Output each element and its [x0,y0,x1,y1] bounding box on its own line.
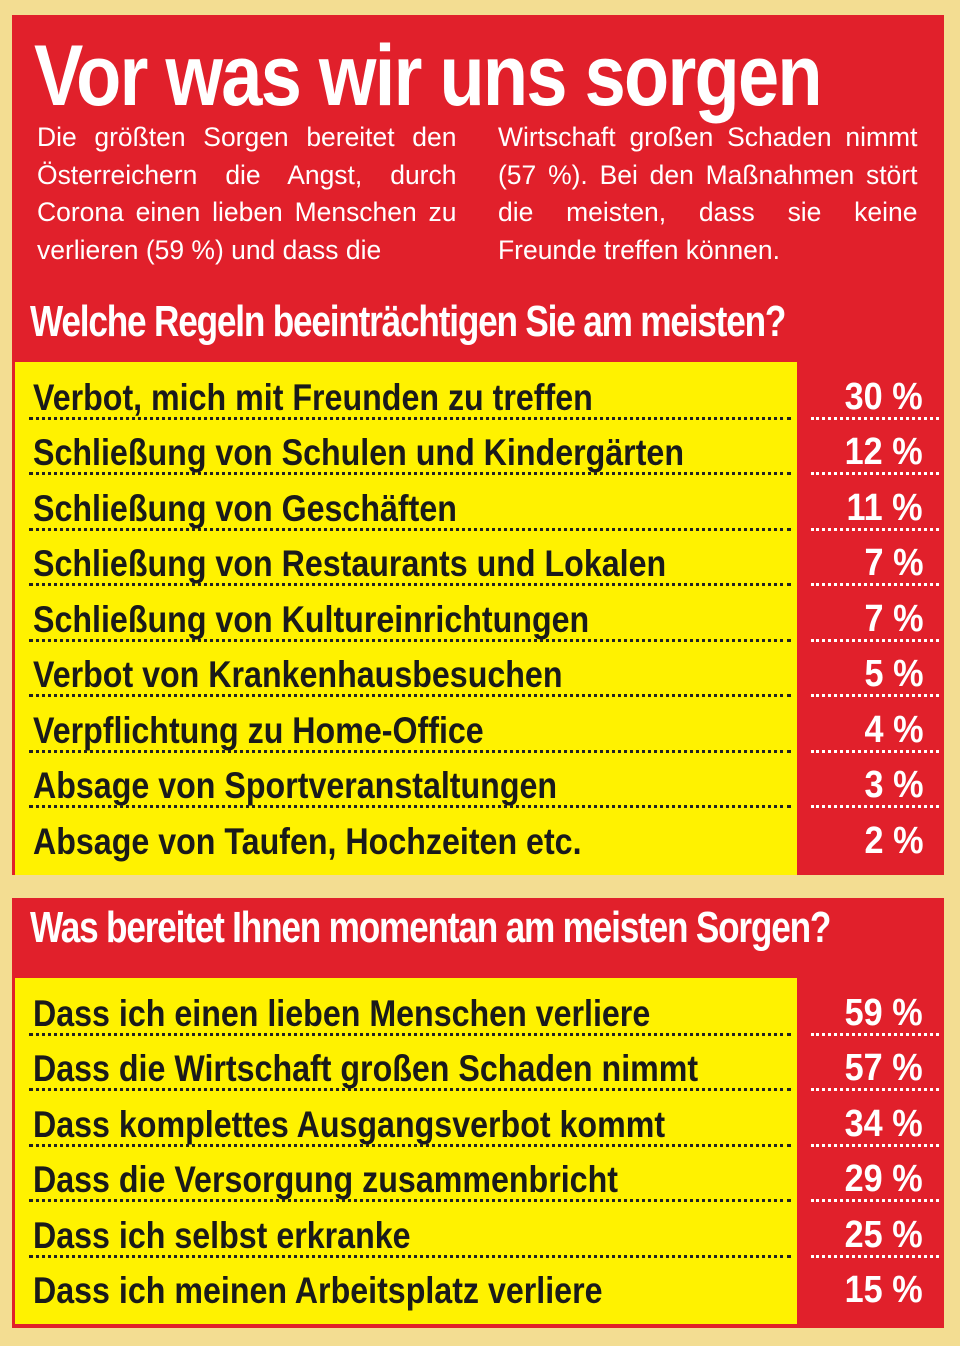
panel: Vor was wir uns sorgen Die größten Sorge… [12,15,944,875]
divider [811,1254,939,1258]
table-background [15,362,797,875]
table-row: Dass ich selbst erkranke 25 % [15,1202,941,1258]
divider [811,416,939,420]
divider [811,1199,939,1202]
row-value: 29 % [845,1158,923,1200]
table-row: Verbot von Krankenhausbesuchen 5 % [15,642,941,697]
row-label: Schließung von Geschäften [33,487,457,529]
row-value: 34 % [845,1102,923,1145]
intro-column: Wirtschaft großen Schaden nimmt (57 %). … [498,122,918,265]
row-value: 30 % [845,375,923,418]
table-row: Dass die Wirtschaft großen Schaden nimmt… [15,1036,941,1091]
row-label: Dass die Versorgung zusammenbricht [33,1159,618,1200]
row-value: 11 % [846,486,923,529]
row-value: 25 % [845,1213,923,1256]
divider [811,527,939,531]
table-row: Schließung von Schulen und Kindergärten 1… [15,420,941,475]
table-row: Verpflichtung zu Home-Office 4 % [15,697,941,753]
divider [29,1088,791,1091]
row-label: Dass ich einen lieben Menschen verliere [33,992,651,1034]
divider [29,1199,791,1202]
panel: Was bereitet Ihnen momentan am meisten S… [12,898,944,1328]
divider [811,638,939,642]
table-row: Absage von Taufen, Hochzeiten etc. 2 % [15,808,941,864]
title: Vor was wir uns sorgen [34,28,823,124]
table-row: Dass ich meinen Arbeitsplatz verliere 15 … [15,1258,941,1314]
row-label: Verbot, mich mit Freunden zu treffen [33,376,593,418]
row-value: 7 % [864,597,923,640]
row-value: 4 % [864,708,923,751]
divider [811,1143,939,1147]
divider [29,638,791,642]
table-row: Schließung von Restaurants und Lokalen 7 … [15,531,941,586]
divider [29,416,791,420]
divider [29,749,791,753]
row-label: Absage von Sportveranstaltungen [33,765,558,806]
row-label: Verpflichtung zu Home-Office [33,709,484,751]
row-label: Schließung von Kultureinrichtungen [33,598,590,640]
divider [29,472,791,475]
intro-column: Die größten Sorgen bereitet den Österrei… [37,122,457,265]
row-label: Dass ich meinen Arbeitsplatz verliere [33,1270,603,1311]
row-value: 3 % [864,764,923,806]
row-value: 5 % [864,653,923,695]
divider [811,694,939,697]
row-label: Verbot von Krankenhausbesuchen [33,654,563,695]
table-row: Verbot, mich mit Freunden zu treffen 30 % [15,364,941,420]
table-row: Dass ich einen lieben Menschen verliere 5… [15,980,941,1036]
divider [29,805,791,808]
divider [811,583,939,586]
section-title: Was bereitet Ihnen momentan am meisten S… [30,903,831,952]
divider [811,749,939,753]
divider [29,1254,791,1258]
divider [811,472,939,475]
divider [29,583,791,586]
row-label: Schließung von Restaurants und Lokalen [33,543,667,584]
row-label: Dass ich selbst erkranke [33,1214,411,1256]
divider [29,694,791,697]
divider [29,1143,791,1147]
table-row: Dass die Versorgung zusammenbricht 29 % [15,1147,941,1202]
row-label: Dass komplettes Ausgangsverbot kommt [33,1103,666,1145]
divider [811,1088,939,1091]
section-title: Welche Regeln beeinträchtigen Sie am mei… [30,297,786,346]
table-row: Schließung von Geschäften 11 % [15,475,941,531]
row-value: 2 % [864,819,923,862]
row-label: Dass die Wirtschaft großen Schaden nimmt [33,1048,699,1089]
divider [811,805,939,808]
table: Verbot, mich mit Freunden zu treffen 30 %… [15,362,941,875]
divider [29,1032,791,1036]
table-row: Absage von Sportveranstaltungen 3 % [15,753,941,808]
row-value: 12 % [845,431,923,473]
table: Dass ich einen lieben Menschen verliere 5… [15,978,941,1324]
row-label: Schließung von Schulen und Kindergärten [33,432,685,473]
row-value: 59 % [845,991,923,1034]
divider [29,527,791,531]
table-background [15,978,797,1324]
table-row: Schließung von Kultureinrichtungen 7 % [15,586,941,642]
row-label: Absage von Taufen, Hochzeiten etc. [33,820,582,862]
divider [811,1032,939,1036]
row-value: 57 % [845,1047,923,1089]
row-value: 7 % [864,542,923,584]
row-value: 15 % [845,1269,923,1311]
table-row: Dass komplettes Ausgangsverbot kommt 34 % [15,1091,941,1147]
